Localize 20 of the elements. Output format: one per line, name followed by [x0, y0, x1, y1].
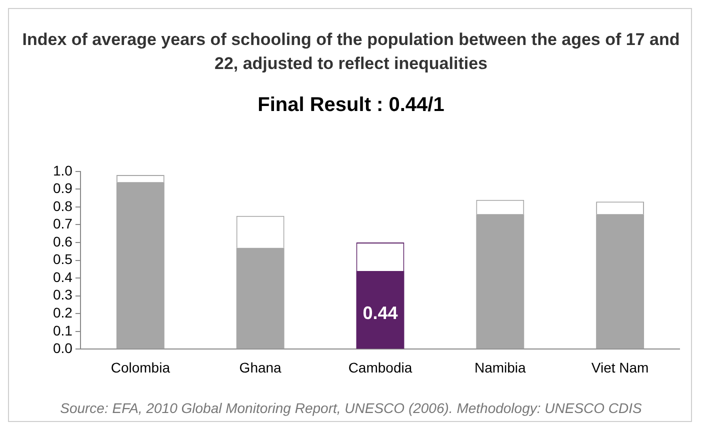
y-tick-label: 0.6	[52, 233, 73, 250]
x-tick-label: Cambodia	[348, 359, 412, 376]
y-tick-label: 0.8	[52, 198, 73, 214]
source-note: Source: EFA, 2010 Global Monitoring Report, UNESCO (2006). Methodology: UNESCO CDIS	[59, 400, 643, 416]
y-tick-label: 0.9	[52, 180, 73, 196]
y-tick-label: 0.7	[52, 216, 73, 232]
y-tick-label: 0.1	[52, 322, 73, 338]
y-tick-label: 0.3	[52, 286, 73, 303]
y-tick-label: 0.2	[52, 304, 73, 320]
x-tick-label: Ghana	[239, 359, 282, 376]
chart-subtitle: Final Result : 0.44/1	[256, 94, 446, 117]
y-tick-label: 0.4	[52, 268, 73, 285]
y-tick-label: 0.0	[52, 340, 73, 356]
y-tick-label: 1.0	[52, 162, 73, 178]
y-tick-label: 0.5	[52, 251, 73, 268]
x-tick-label: Viet Nam	[591, 359, 649, 376]
data-label: 0.44	[362, 302, 398, 323]
chart-title: Index of average years of schooling of the population between the ages of 17 and 22, adjusted to reflect inequalities	[21, 29, 681, 75]
x-tick-label: Namibia	[474, 359, 526, 376]
x-tick-label: Colombia	[110, 359, 170, 376]
